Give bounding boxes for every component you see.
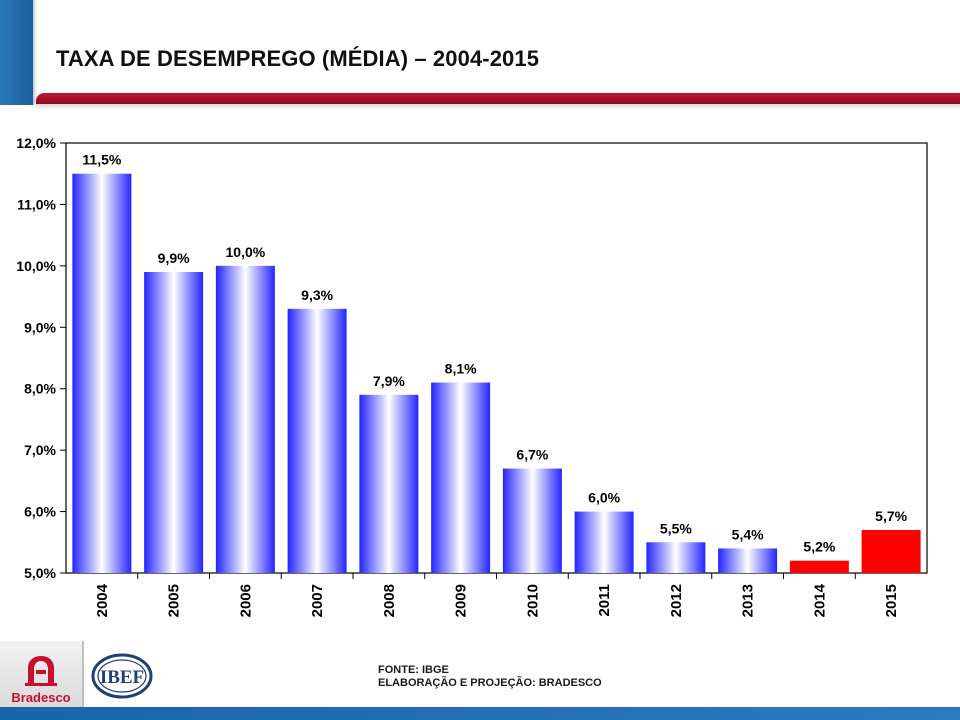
- data-label-2012: 5,5%: [660, 520, 692, 536]
- data-label-2009: 8,1%: [445, 361, 477, 377]
- x-tick-label-2015: 2015: [883, 584, 900, 617]
- bradesco-logo-text: Bradesco: [11, 690, 71, 705]
- data-label-2008: 7,9%: [373, 373, 405, 389]
- source-note: FONTE: IBGE ELABORAÇÃO E PROJEÇÃO: BRADE…: [378, 664, 602, 690]
- footer-bar: [0, 707, 960, 720]
- bradesco-logo-icon: [25, 656, 57, 686]
- x-tick-label-2014: 2014: [811, 583, 828, 617]
- bradesco-logo-panel: Bradesco: [0, 641, 84, 713]
- x-tick-label-2012: 2012: [668, 584, 685, 617]
- y-axis: 5,0% 6,0% 7,0% 8,0% 9,0% 10,0% 11,0% 12,0%: [16, 135, 66, 581]
- bar-2004: [72, 173, 132, 573]
- page-title: TAXA DE DESEMPREGO (MÉDIA) – 2004-2015: [56, 46, 540, 71]
- y-tick-label: 12,0%: [16, 135, 56, 151]
- bar-2009: [431, 382, 491, 573]
- y-tick-label: 8,0%: [24, 381, 56, 397]
- header-band-shadow: [36, 104, 960, 110]
- x-tick-label-2004: 2004: [94, 583, 111, 617]
- x-tick-label-2009: 2009: [453, 584, 470, 617]
- data-label-2004: 11,5%: [82, 152, 121, 168]
- ibef-logo: IBEF: [91, 653, 153, 699]
- bars: [72, 173, 921, 573]
- bar-2005: [144, 272, 204, 573]
- header-left-stripe: [0, 0, 33, 105]
- header-stripe-shadow: [33, 0, 37, 105]
- y-tick-label: 9,0%: [24, 319, 56, 335]
- data-label-2011: 6,0%: [588, 490, 620, 506]
- value-labels: 11,5% 9,9% 10,0% 9,3% 7,9% 8,1% 6,7% 6,0% 5,5% 5,…: [82, 152, 907, 555]
- bar-2011: [574, 511, 634, 573]
- bar-2012: [646, 542, 706, 573]
- y-tick-label: 11,0%: [17, 196, 56, 212]
- x-tick-label-2013: 2013: [740, 584, 757, 617]
- ibef-logo-text: IBEF: [100, 667, 144, 688]
- bar-2006: [215, 265, 275, 573]
- bar-2014: [789, 560, 849, 573]
- source-line: FONTE: IBGE: [378, 664, 449, 676]
- x-tick-label-2006: 2006: [237, 584, 254, 617]
- data-label-2010: 6,7%: [516, 447, 548, 463]
- y-tick-label: 7,0%: [24, 442, 56, 458]
- x-tick-label-2011: 2011: [596, 584, 613, 617]
- x-tick-label-2007: 2007: [309, 584, 326, 617]
- bar-2008: [359, 394, 419, 573]
- bar-2015: [861, 530, 921, 573]
- x-tick-label-2010: 2010: [524, 584, 541, 617]
- data-label-2006: 10,0%: [226, 244, 266, 260]
- elaboration-line: ELABORAÇÃO E PROJEÇÃO: BRADESCO: [378, 677, 602, 689]
- y-tick-label: 5,0%: [24, 565, 56, 581]
- x-tick-label-2008: 2008: [381, 584, 398, 617]
- x-tick-label-2005: 2005: [166, 584, 183, 617]
- bar-2007: [287, 308, 347, 573]
- unemployment-bar-chart: 5,0% 6,0% 7,0% 8,0% 9,0% 10,0% 11,0% 12,0% 11,5…: [16, 135, 928, 617]
- data-label-2007: 9,3%: [301, 287, 333, 303]
- data-label-2014: 5,2%: [803, 539, 835, 555]
- data-label-2013: 5,4%: [732, 526, 764, 542]
- bar-2013: [718, 548, 778, 573]
- bar-2010: [502, 468, 562, 573]
- data-label-2005: 9,9%: [158, 250, 190, 266]
- data-label-2015: 5,7%: [875, 508, 907, 524]
- header-red-band: [36, 93, 960, 104]
- y-tick-label: 10,0%: [16, 258, 56, 274]
- x-axis: 2004 2005 2006 2007 2008 2009 2010 2011 2012 2013…: [94, 573, 900, 617]
- y-tick-label: 6,0%: [24, 504, 56, 520]
